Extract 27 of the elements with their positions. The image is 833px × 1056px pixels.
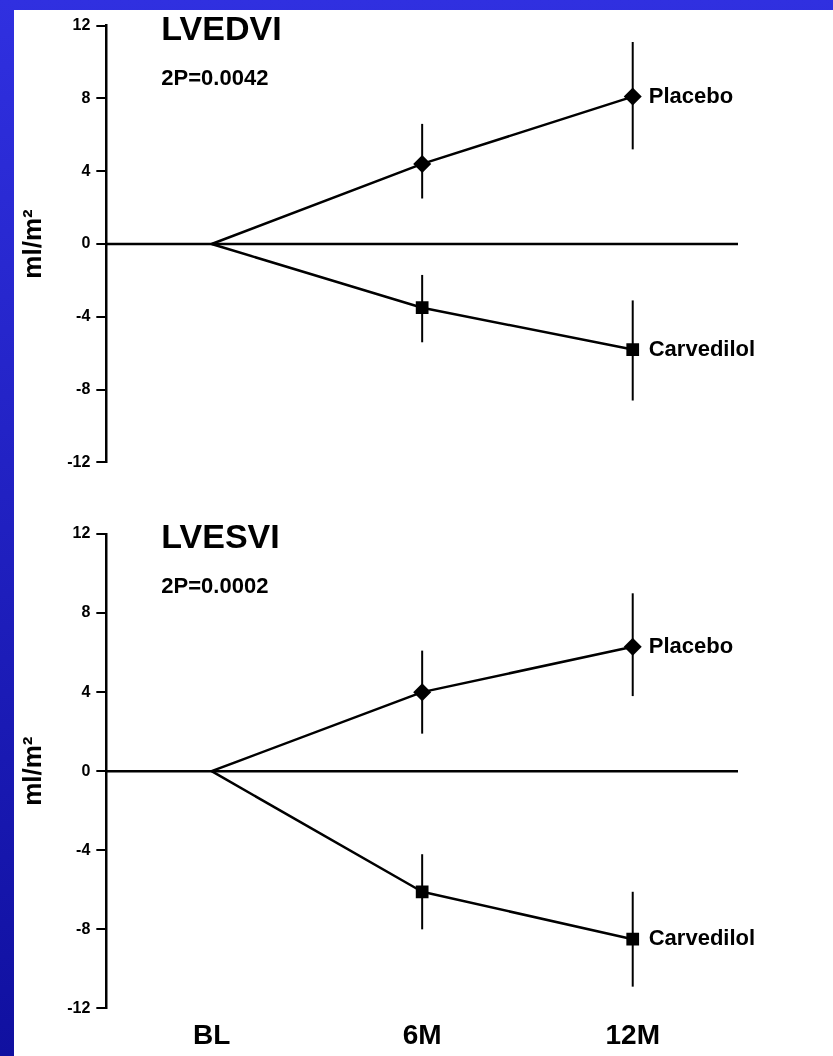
y-tick-label: 0 — [81, 234, 91, 252]
y-tick-label: 8 — [81, 88, 91, 106]
y-tick-label: 4 — [81, 682, 91, 700]
chart-title: LVEDVI — [161, 8, 282, 47]
x-tick-label: 12M — [605, 1018, 660, 1050]
y-tick-label: -12 — [67, 998, 91, 1016]
x-tick-label: BL — [192, 1018, 231, 1050]
series-label: Placebo — [648, 82, 734, 108]
annotation: 2P=0.0002 — [161, 573, 269, 599]
series-label: Carvedilol — [648, 335, 756, 361]
y-tick-label: 8 — [81, 603, 91, 621]
series-label: Placebo — [648, 632, 734, 658]
y-tick-label: -4 — [76, 307, 91, 325]
y-tick-label: 12 — [72, 16, 91, 34]
y-tick-label: 0 — [81, 761, 91, 779]
chart-title: LVESVI — [161, 517, 280, 556]
y-tick-label: -4 — [76, 840, 91, 858]
y-axis-title: ml/m² — [16, 736, 47, 806]
y-tick-label: -8 — [76, 919, 91, 937]
y-tick-label: 4 — [81, 161, 91, 179]
series-label: Carvedilol — [648, 925, 756, 951]
y-tick-label: -12 — [67, 452, 91, 470]
annotation: 2P=0.0042 — [161, 64, 269, 90]
y-tick-label: -8 — [76, 380, 91, 398]
y-axis-title: ml/m² — [16, 208, 47, 279]
y-tick-label: 12 — [72, 524, 91, 542]
x-tick-label: 6M — [402, 1018, 442, 1050]
